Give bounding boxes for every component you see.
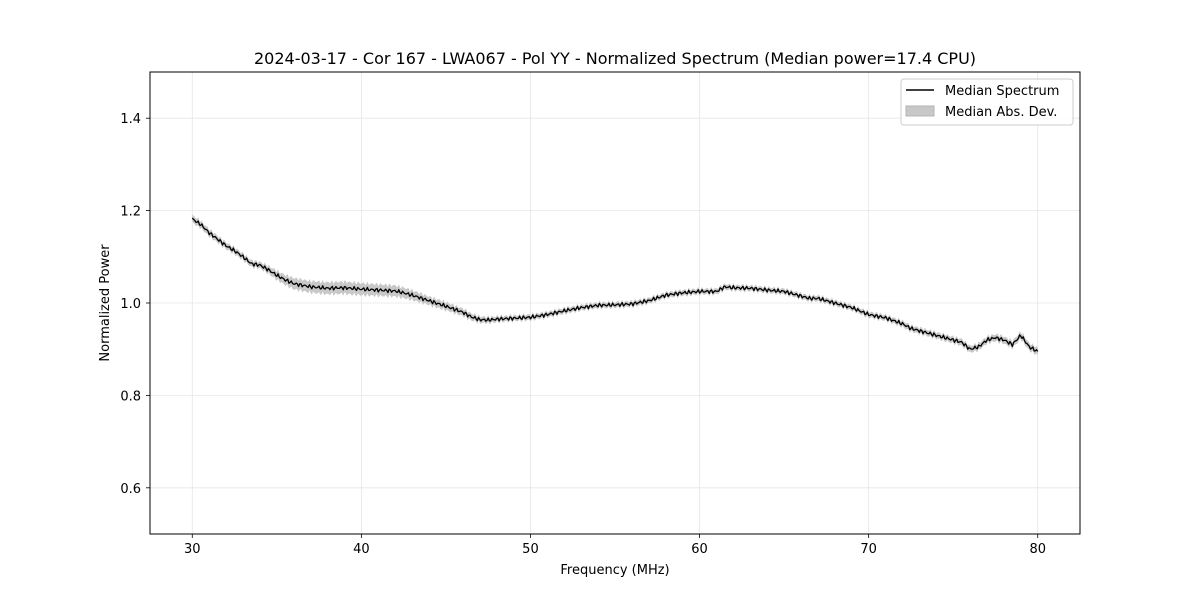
- x-tick-label: 80: [1029, 542, 1046, 557]
- x-axis-label: Frequency (MHz): [560, 563, 669, 578]
- median-line-layer: [191, 217, 1039, 352]
- mad-band-layer: [192, 214, 1038, 356]
- x-tick-label: 50: [522, 542, 539, 557]
- y-tick-label: 1.2: [120, 205, 141, 220]
- y-axis: 0.6 0.8 1.0 1.2 1.4: [120, 112, 150, 497]
- legend-frame: [900, 78, 1074, 126]
- y-axis-label: Normalized Power: [98, 244, 113, 362]
- x-tick-label: 60: [691, 542, 708, 557]
- median-abs-dev-band: [192, 214, 1038, 356]
- legend-label-median-spectrum: Median Spectrum: [945, 84, 1059, 99]
- y-tick-label: 0.8: [120, 389, 141, 404]
- x-tick-label: 70: [860, 542, 877, 557]
- legend-label-median-abs-dev: Median Abs. Dev.: [945, 105, 1057, 120]
- y-tick-label: 1.0: [120, 297, 141, 312]
- legend: Median Spectrum Median Abs. Dev.: [900, 78, 1074, 126]
- x-tick-label: 30: [184, 542, 201, 557]
- median-spectrum-line: [191, 217, 1039, 352]
- y-tick-label: 0.6: [120, 482, 141, 497]
- legend-band-swatch: [905, 105, 935, 117]
- chart-title: 2024-03-17 - Cor 167 - LWA067 - Pol YY -…: [254, 49, 976, 68]
- x-axis: 30 40 50 60 70 80: [184, 534, 1046, 557]
- x-tick-label: 40: [353, 542, 370, 557]
- y-tick-label: 1.4: [120, 112, 141, 127]
